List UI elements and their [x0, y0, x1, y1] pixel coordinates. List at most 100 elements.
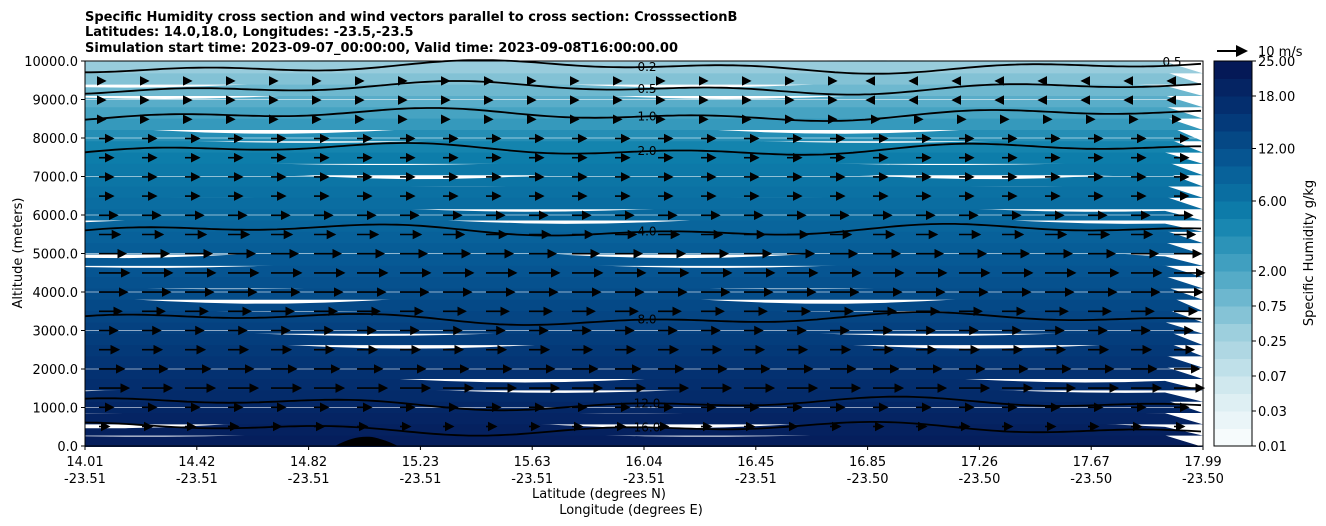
x-tick-label-longitude: -23.51: [399, 472, 441, 487]
colorbar-level: [1214, 271, 1252, 289]
y-tick-label: 0.0: [57, 440, 78, 455]
contour-line: [84, 142, 1201, 156]
x-tick-label-longitude: -23.51: [64, 472, 106, 487]
quiver-key-label: 10 m/s: [1258, 45, 1303, 60]
x-tick-label-latitude: 15.23: [402, 455, 439, 470]
colorbar-level: [1214, 96, 1252, 114]
x-axis-label-longitude: Longitude (degrees E): [559, 503, 703, 518]
x-tick-label-latitude: 16.85: [849, 455, 886, 470]
colorbar-level: [1214, 428, 1252, 447]
x-axis-ticks: 14.01 -23.51 14.42 -23.51 14.82 -23.51 15.23 -2…: [64, 446, 1224, 487]
x-tick-label-longitude: -23.51: [735, 472, 777, 487]
colorbar-tick-label: 6.00: [1258, 195, 1287, 210]
colorbar-ticks: 0.01 0.03 0.07 0.25 0.75 2.00 6.00 12.00 18.00 25…: [1252, 55, 1295, 455]
humidity-band: [85, 137, 1203, 153]
colorbar-level: [1214, 218, 1252, 237]
colorbar-level: [1214, 166, 1252, 184]
y-tick-label: 3000.0: [33, 325, 79, 340]
colorbar-level: [1214, 376, 1252, 394]
colorbar-label: Specific Humidity g/kg: [1302, 180, 1317, 326]
contour-label: 0.5: [637, 82, 656, 96]
colorbar-level: [1214, 148, 1252, 167]
contour-line: [84, 223, 1202, 237]
humidity-band: [85, 329, 1203, 346]
humidity-band: [85, 169, 1203, 187]
colorbar-tick-label: 12.00: [1258, 143, 1295, 158]
x-tick-label-longitude: -23.50: [1070, 472, 1112, 487]
x-tick-label-latitude: 15.63: [514, 455, 551, 470]
x-tick-label-longitude: -23.51: [176, 472, 218, 487]
colorbar-tick-label: 0.75: [1258, 300, 1287, 315]
y-tick-label: 9000.0: [33, 94, 79, 109]
x-axis-label-latitude: Latitude (degrees N): [532, 487, 666, 502]
contour-label-corner: 0.5: [1162, 55, 1181, 69]
colorbar-tick-label: 0.25: [1258, 335, 1287, 350]
colorbar-level: [1214, 201, 1252, 219]
colorbar-level: [1214, 306, 1252, 324]
x-tick-label-latitude: 17.26: [961, 455, 998, 470]
colorbar-frame: [1213, 60, 1253, 447]
colorbar-level: [1214, 358, 1252, 377]
colorbar-level: [1214, 61, 1252, 79]
humidity-band: [85, 275, 1203, 289]
contour-label: 2.0: [637, 144, 656, 158]
colorbar-tick-label: 0.01: [1258, 440, 1287, 455]
colorbar-tick-label: 18.00: [1258, 90, 1295, 105]
humidity-band: [85, 241, 1203, 255]
colorbar-tick-label: 25.00: [1258, 55, 1295, 70]
colorbar-level: [1214, 183, 1252, 202]
humidity-band: [85, 293, 1203, 312]
terrain: [335, 436, 398, 446]
x-tick-label-longitude: -23.51: [511, 472, 553, 487]
humidity-band: [85, 339, 1203, 357]
contour-line: [84, 311, 1202, 326]
chart-title-line-2: Latitudes: 14.0,18.0, Longitudes: -23.5,…: [85, 25, 414, 40]
colorbar-level: [1214, 323, 1252, 342]
x-tick-label-longitude: -23.50: [847, 472, 889, 487]
chart-title-line-3: Simulation start time: 2023-09-07_00:00:…: [85, 41, 678, 56]
colorbar-level: [1214, 113, 1252, 132]
colorbar-level: [1214, 341, 1252, 359]
x-tick-label-latitude: 14.82: [290, 455, 327, 470]
y-tick-label: 6000.0: [33, 209, 79, 224]
y-tick-label: 8000.0: [33, 132, 79, 147]
colorbar-level: [1214, 253, 1252, 272]
y-tick-label: 5000.0: [33, 248, 79, 263]
contour-label: 0.2: [637, 60, 656, 74]
y-tick-label: 1000.0: [33, 402, 79, 417]
humidity-band: [85, 355, 1203, 368]
x-tick-label-latitude: 14.42: [178, 455, 215, 470]
colorbar-tick-label: 2.00: [1258, 265, 1287, 280]
colorbar-level: [1214, 236, 1252, 254]
y-axis-ticks: 0.0 1000.0 2000.0 3000.0 4000.0 5000.0 6000.0 7…: [24, 55, 85, 455]
colorbar-tick-label: 0.03: [1258, 405, 1287, 420]
colorbar-level: [1214, 78, 1252, 97]
colorbar-level: [1214, 131, 1252, 149]
wind-vectors: [97, 76, 1206, 432]
contour-line: [84, 80, 1202, 96]
x-tick-label-longitude: -23.50: [958, 472, 1000, 487]
colorbar-level: [1214, 288, 1252, 307]
colorbar-level: [1214, 393, 1252, 412]
y-tick-label: 10000.0: [24, 55, 78, 70]
colorbar-tick-label: 0.07: [1258, 370, 1287, 385]
x-tick-label-latitude: 14.01: [66, 455, 103, 470]
humidity-band: [85, 410, 1203, 425]
x-tick-label-latitude: 16.04: [625, 455, 662, 470]
contour-label: 4.0: [637, 225, 656, 239]
humidity-band: [85, 196, 1203, 210]
humidity-band: [85, 366, 1203, 380]
humidity-band: [85, 160, 1203, 176]
y-axis-label: Altitude (meters): [11, 198, 26, 309]
contour-label: 12.0: [634, 396, 661, 410]
y-tick-label: 4000.0: [33, 286, 79, 301]
colorbar: [1214, 61, 1252, 447]
contour-label: 1.0: [637, 109, 656, 123]
x-tick-label-latitude: 17.99: [1184, 455, 1221, 470]
contour-label: 16.0: [634, 420, 661, 434]
x-tick-label-latitude: 16.45: [737, 455, 774, 470]
colorbar-level: [1214, 411, 1252, 429]
contour-line: [85, 59, 1202, 75]
y-tick-label: 2000.0: [33, 363, 79, 378]
